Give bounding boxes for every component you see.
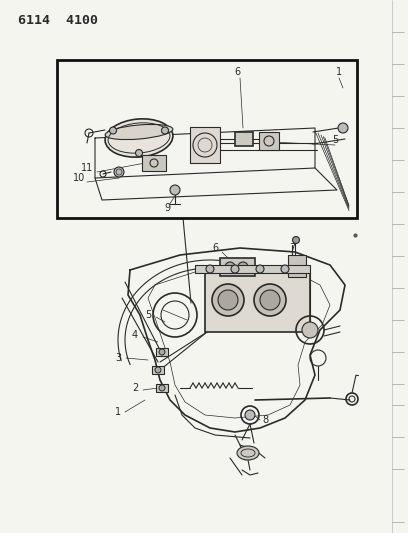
Circle shape xyxy=(338,123,348,133)
Text: 4: 4 xyxy=(132,330,138,340)
Circle shape xyxy=(212,284,244,316)
Bar xyxy=(152,366,164,374)
Circle shape xyxy=(155,367,161,373)
Text: 2: 2 xyxy=(132,383,138,393)
Circle shape xyxy=(302,322,318,338)
Circle shape xyxy=(135,149,142,157)
Text: 6: 6 xyxy=(212,243,218,253)
Text: 5: 5 xyxy=(145,310,151,320)
Circle shape xyxy=(159,349,165,355)
Ellipse shape xyxy=(105,124,173,140)
Circle shape xyxy=(281,265,289,273)
Text: 6: 6 xyxy=(234,67,240,77)
Bar xyxy=(142,155,166,171)
Bar xyxy=(235,132,253,146)
Circle shape xyxy=(218,290,238,310)
Text: 9: 9 xyxy=(164,203,170,213)
Circle shape xyxy=(170,185,180,195)
Circle shape xyxy=(159,385,165,391)
Bar xyxy=(220,258,255,276)
Circle shape xyxy=(206,265,214,273)
Text: 11: 11 xyxy=(81,163,93,173)
Circle shape xyxy=(231,265,239,273)
Circle shape xyxy=(114,167,124,177)
Circle shape xyxy=(238,262,248,272)
Bar xyxy=(156,348,168,356)
Text: 8: 8 xyxy=(262,415,268,425)
Circle shape xyxy=(162,127,169,134)
Circle shape xyxy=(254,284,286,316)
Circle shape xyxy=(256,265,264,273)
Bar xyxy=(195,265,310,273)
Bar xyxy=(57,60,357,218)
Text: 6114  4100: 6114 4100 xyxy=(18,14,98,27)
Circle shape xyxy=(293,237,299,244)
Circle shape xyxy=(245,410,255,420)
Text: 3: 3 xyxy=(115,353,121,363)
Ellipse shape xyxy=(237,446,259,460)
Bar xyxy=(156,384,168,392)
Bar xyxy=(190,127,220,163)
Bar xyxy=(259,132,279,150)
Ellipse shape xyxy=(105,119,173,157)
Circle shape xyxy=(260,290,280,310)
Text: 1: 1 xyxy=(115,407,121,417)
Text: 7: 7 xyxy=(289,243,295,253)
Text: 1: 1 xyxy=(336,67,342,77)
Text: 10: 10 xyxy=(73,173,85,183)
Circle shape xyxy=(109,127,117,134)
Circle shape xyxy=(225,262,235,272)
Bar xyxy=(288,255,306,277)
Text: 5: 5 xyxy=(332,135,338,145)
Bar xyxy=(205,272,310,332)
